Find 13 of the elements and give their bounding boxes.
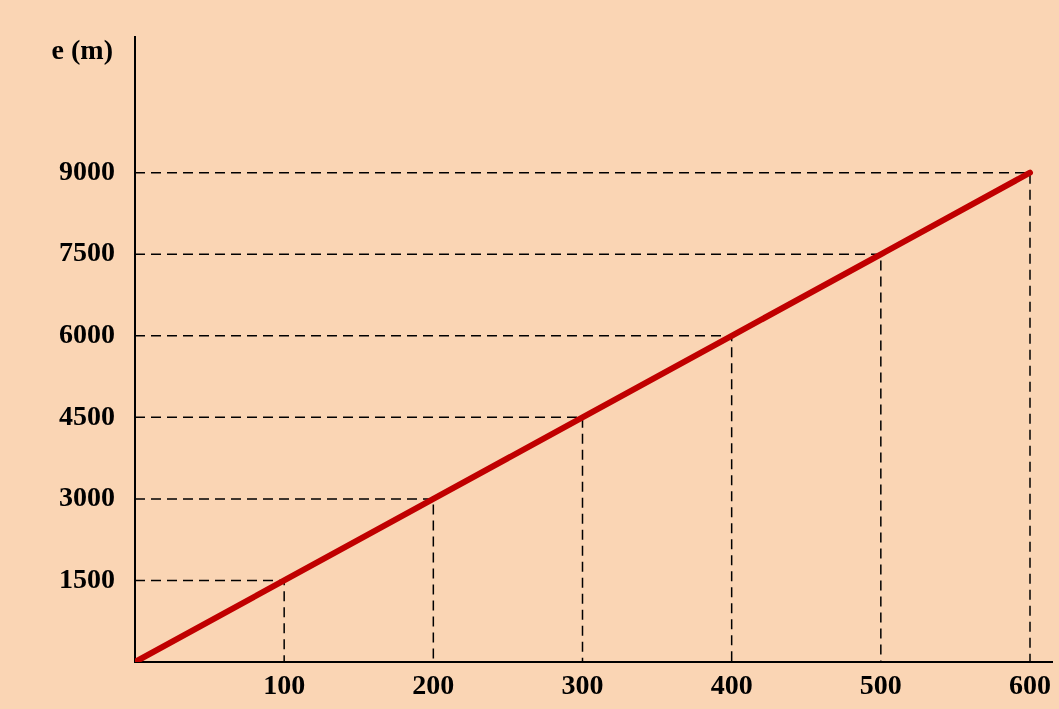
y-tick-label: 6000 — [59, 318, 115, 350]
x-tick-label: 500 — [859, 669, 902, 701]
x-tick-label: 400 — [710, 669, 753, 701]
x-tick-label: 200 — [412, 669, 455, 701]
x-tick-label: 600 — [1009, 669, 1051, 701]
y-tick-label: 9000 — [59, 154, 115, 186]
y-tick-label: 4500 — [59, 399, 115, 431]
y-tick-label: 3000 — [59, 481, 115, 513]
x-tick-label: 100 — [263, 669, 306, 701]
y-tick-label: 1500 — [59, 562, 115, 594]
x-tick-label: 300 — [561, 669, 604, 701]
y-axis-title: e (m) — [51, 34, 113, 66]
y-tick-label: 7500 — [59, 236, 115, 268]
